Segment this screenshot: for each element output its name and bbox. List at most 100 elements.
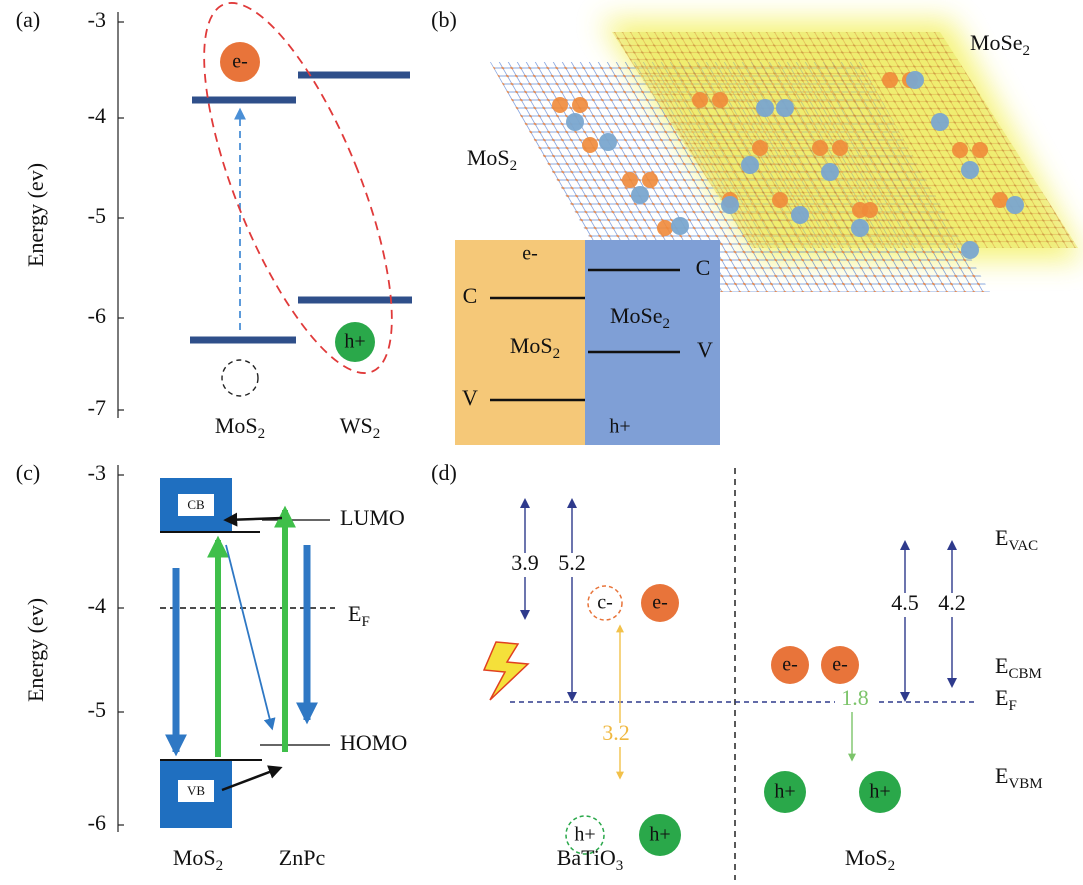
label-sub: VAC: [1008, 538, 1038, 554]
label: MoSe2: [610, 303, 670, 332]
label-sub: 2: [216, 858, 224, 874]
particle: [712, 92, 728, 108]
particle: [791, 206, 809, 224]
particle: [657, 220, 673, 236]
particle: [832, 140, 848, 156]
label: LUMO: [340, 505, 405, 530]
label: -3: [88, 7, 106, 32]
label: ZnPc: [279, 845, 326, 870]
label-base: E: [995, 763, 1008, 788]
label-base: ZnPc: [279, 845, 326, 870]
label: MoS2: [215, 413, 265, 442]
particle: [812, 140, 828, 156]
particle: [961, 241, 979, 259]
particle: [692, 92, 708, 108]
label: BaTiO3: [557, 845, 624, 874]
label: c-: [597, 592, 613, 614]
label-sub: F: [361, 614, 369, 630]
label: CB: [187, 497, 205, 512]
label: -5: [88, 203, 106, 228]
particle: [972, 142, 988, 158]
lightning: [484, 642, 528, 700]
label: Energy (ev): [23, 598, 48, 702]
label: 1.8: [841, 685, 869, 710]
particle: [772, 192, 788, 208]
label: Energy (ev): [23, 163, 48, 267]
particle: [671, 217, 689, 235]
label: -4: [88, 103, 106, 128]
label-sub: 2: [888, 858, 896, 874]
label-base: MoS: [845, 845, 888, 870]
label: EVBM: [995, 763, 1043, 792]
label: WS2: [340, 413, 381, 442]
label: e-: [522, 243, 538, 265]
particle: [622, 172, 638, 188]
label: MoS2: [467, 145, 517, 174]
label: e-: [832, 654, 848, 676]
label: MoSe2: [970, 30, 1030, 59]
label: -4: [88, 593, 106, 618]
label-base: MoS: [215, 413, 258, 438]
label-base: E: [995, 685, 1008, 710]
label: (a): [16, 7, 40, 32]
label: MoS2: [510, 333, 560, 362]
figure: (a)-3-4-5-6-7Energy (ev)e-h+MoS2WS2(b)Mo…: [0, 0, 1083, 885]
particle: [1006, 196, 1024, 214]
particle: [851, 219, 869, 237]
particle: [642, 172, 658, 188]
label: h+: [649, 824, 670, 846]
label-base: MoS: [467, 145, 510, 170]
label: e-: [782, 654, 798, 676]
label: EF: [995, 685, 1017, 714]
particle: [721, 196, 739, 214]
particle: [952, 142, 968, 158]
label-sub: 2: [553, 346, 561, 362]
label: HOMO: [340, 730, 407, 755]
particle: [821, 163, 839, 181]
label-sub: 2: [373, 426, 381, 442]
particle: [882, 72, 898, 88]
label: h+: [344, 331, 365, 353]
label-base: WS: [340, 413, 373, 438]
label: -5: [88, 697, 106, 722]
label-sub: F: [1008, 698, 1016, 714]
label: C: [696, 255, 711, 280]
label: 5.2: [558, 550, 586, 575]
label-sub: CBM: [1008, 666, 1041, 682]
label: -6: [88, 810, 106, 835]
label: h+: [774, 781, 795, 803]
label: MoS2: [173, 845, 223, 874]
particle: [631, 186, 649, 204]
particle: [599, 133, 617, 151]
label-sub: 2: [510, 158, 518, 174]
label: EVAC: [995, 525, 1038, 554]
label-sub: 2: [258, 426, 266, 442]
label: 3.9: [511, 550, 539, 575]
label: -7: [88, 395, 106, 420]
label: e-: [232, 51, 248, 73]
label-sub: 2: [1023, 43, 1031, 59]
label: (b): [431, 7, 457, 32]
particle: [906, 71, 924, 89]
label: EF: [348, 601, 370, 630]
label-base: E: [348, 601, 361, 626]
particle: [222, 360, 258, 396]
particle: [582, 137, 598, 153]
label: VB: [187, 783, 205, 798]
particle: [862, 202, 878, 218]
label-base: E: [995, 525, 1008, 550]
label-base: MoS: [173, 845, 216, 870]
particle: [756, 99, 774, 117]
label-base: MoSe: [970, 30, 1023, 55]
label: V: [462, 385, 478, 410]
label: 4.2: [938, 590, 966, 615]
label-sub: VBM: [1008, 776, 1042, 792]
label-base: BaTiO: [557, 845, 616, 870]
label: h+: [574, 824, 595, 846]
particle: [741, 156, 759, 174]
particle: [776, 99, 794, 117]
particle: [752, 140, 768, 156]
particle: [566, 113, 584, 131]
label: (d): [431, 460, 457, 485]
page: { "panel_a": { "label": "(a)", "y_axis_t…: [0, 0, 1083, 885]
